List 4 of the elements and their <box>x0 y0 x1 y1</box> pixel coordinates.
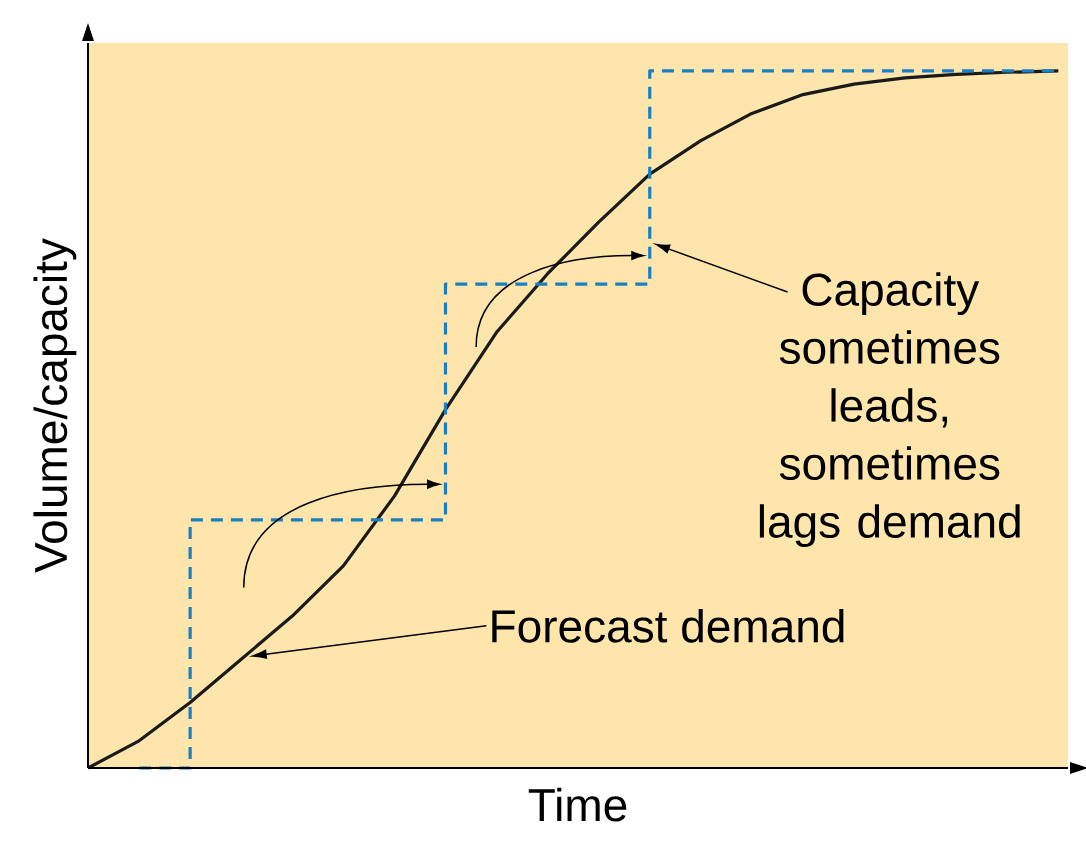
x-axis-title: Time <box>528 787 627 822</box>
y-axis-title: Volume/capacity <box>33 238 77 573</box>
annotation: Capacity sometimes leads, sometimes lags demand <box>759 272 1020 548</box>
annotation: Forecast demand <box>492 608 844 643</box>
